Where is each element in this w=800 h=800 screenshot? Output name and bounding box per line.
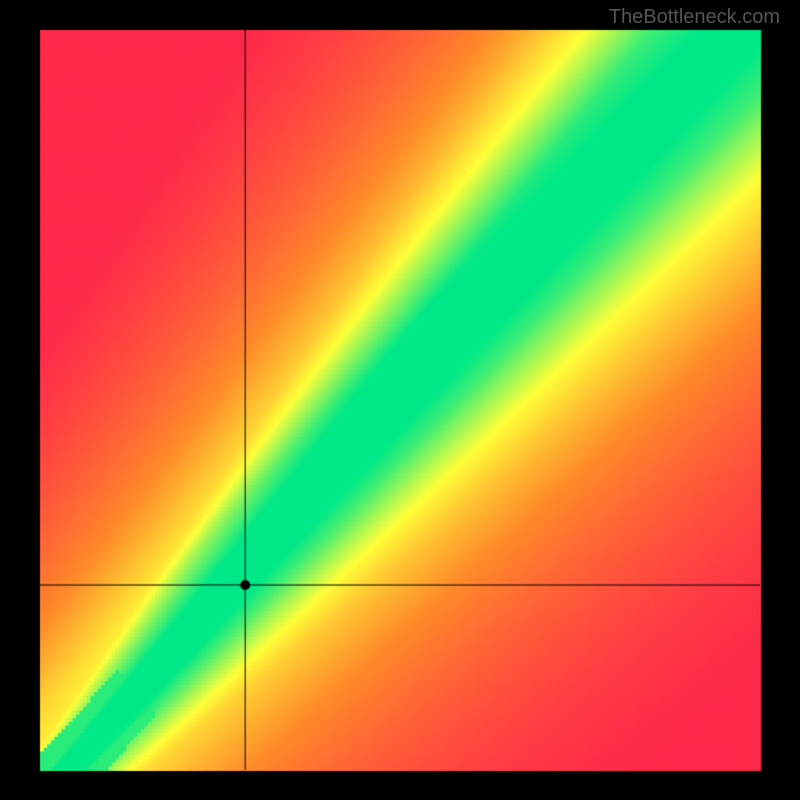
watermark-text: TheBottleneck.com: [609, 6, 780, 29]
bottleneck-heatmap: [0, 0, 800, 800]
chart-container: TheBottleneck.com: [0, 0, 800, 800]
